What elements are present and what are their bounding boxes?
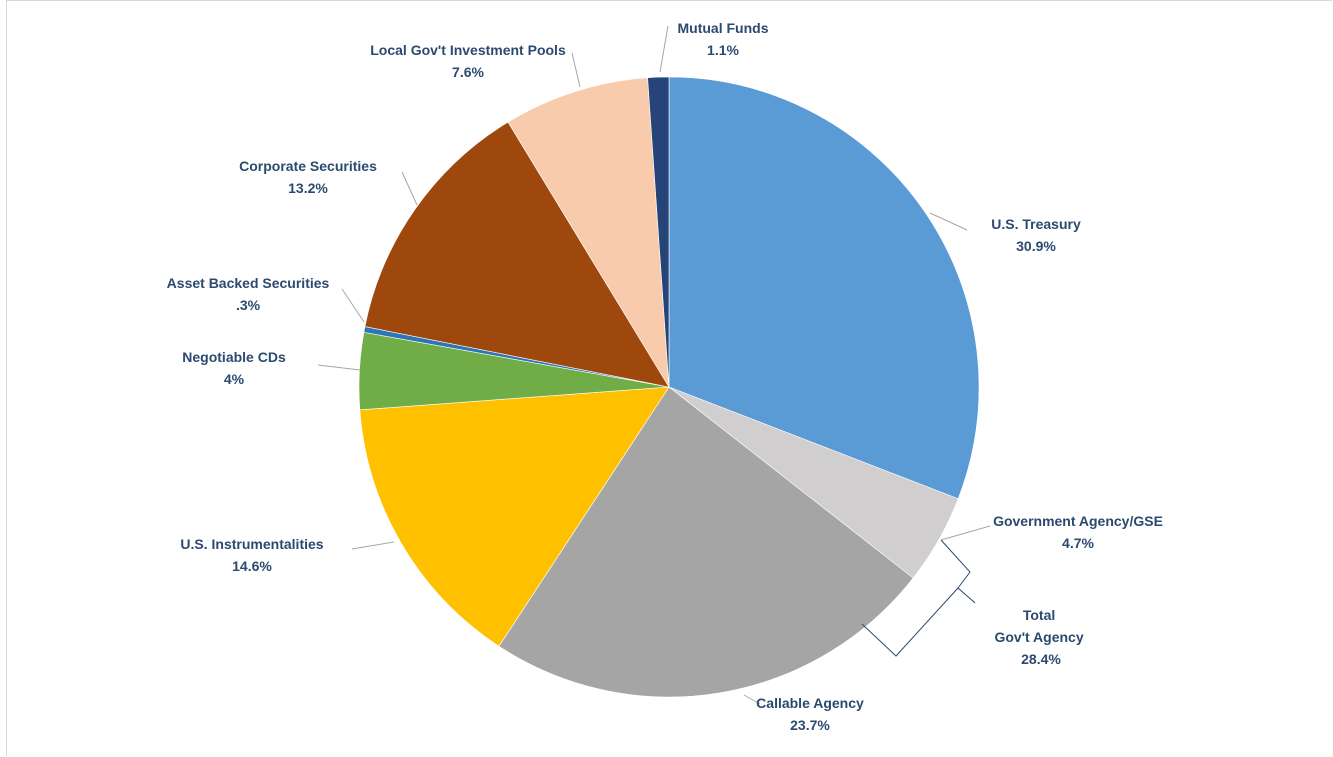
leader-line [341,288,365,323]
group-annotation: Total Gov't Agency 28.4% [861,539,1087,667]
pie-slices [358,76,980,698]
pie-slice-callable-agency [498,386,914,698]
pie-slice-mutual-funds [647,76,670,388]
slice-label-value: 4.7% [1062,535,1094,551]
slice-label: Government Agency/GSE 4.7% [993,513,1163,551]
group-label-line-2: Gov't Agency [994,629,1083,645]
leader-line [571,52,581,88]
slice-label-name: Callable Agency [756,695,864,711]
slice-label-name: U.S. Instrumentalities [180,536,323,552]
leader-line [929,212,968,231]
slice-label: Negotiable CDs 4% [182,349,286,387]
slice-label-name: Local Gov't Investment Pools [370,42,566,58]
group-label: Total Gov't Agency 28.4% [994,607,1087,667]
slice-label: Asset Backed Securities .3% [167,275,330,313]
leader-line [940,525,991,541]
pie-slice-corporate-securities [364,121,670,388]
leader-line [743,694,761,705]
slice-label: U.S. Instrumentalities 14.6% [180,536,323,574]
leader-line [317,364,361,371]
pie-slice-u-s-instrumentalities [359,386,670,647]
slice-label-value: 7.6% [452,64,484,80]
slice-label-name: Mutual Funds [678,20,769,36]
slice-label-value: 30.9% [1016,238,1056,254]
slice-label: Corporate Securities 13.2% [239,158,377,196]
pie-slice-local-gov-t-investment-pools [507,77,670,388]
slice-label: U.S. Treasury 30.9% [991,216,1081,254]
slice-label: Callable Agency 23.7% [756,695,864,733]
group-value: 28.4% [1021,651,1061,667]
leader-lines [317,25,991,705]
leader-line [659,25,669,73]
chart-frame [6,0,1332,756]
slice-label-value: .3% [236,297,261,313]
slice-label-name: Asset Backed Securities [167,275,330,291]
slice-label-value: 14.6% [232,558,272,574]
slice-labels: U.S. Treasury 30.9% Government Agency/GSE 4… [167,20,1163,733]
slice-label-name: Corporate Securities [239,158,377,174]
leader-line [401,171,418,206]
slice-label-name: U.S. Treasury [991,216,1081,232]
slice-label-value: 13.2% [288,180,328,196]
pie-slice-u-s-treasury [668,76,980,500]
slice-label-value: 4% [224,371,245,387]
slice-label-value: 23.7% [790,717,830,733]
slice-label: Local Gov't Investment Pools 7.6% [370,42,566,80]
leader-line [351,541,395,550]
group-brace [861,539,976,657]
slice-label-name: Government Agency/GSE [993,513,1163,529]
slice-label: Mutual Funds 1.1% [678,20,769,58]
group-label-line-1: Total [1023,607,1055,623]
slice-label-name: Negotiable CDs [182,349,286,365]
slice-label-value: 1.1% [707,42,739,58]
